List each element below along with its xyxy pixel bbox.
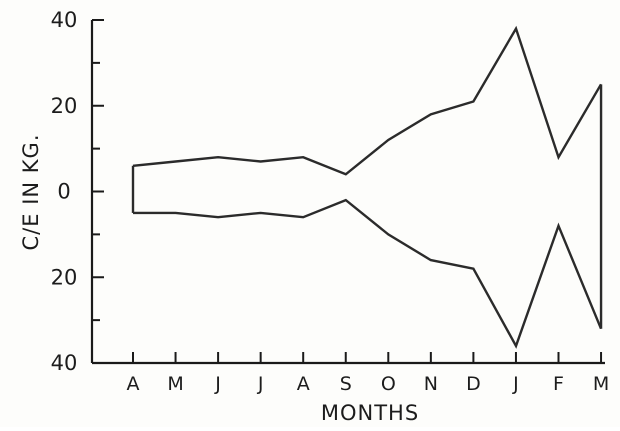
x-tick-label: O xyxy=(381,373,396,395)
x-tick-label: N xyxy=(424,373,438,395)
data-marks xyxy=(131,25,603,349)
x-tick-label: F xyxy=(553,373,564,395)
y-tick-label: 40 xyxy=(51,8,78,32)
x-tick-label: M xyxy=(593,373,609,395)
y-tick-label: 20 xyxy=(51,94,78,118)
y-tick-label: 40 xyxy=(51,351,78,375)
x-tick-label: J xyxy=(214,373,221,395)
x-tick-label: A xyxy=(127,373,140,395)
x-tick-label: J xyxy=(257,373,264,395)
axes: 40 20 0 20 40 A M J J A S O N D J F M xyxy=(51,8,610,395)
x-tick-label: S xyxy=(340,373,352,395)
x-tick-label: D xyxy=(466,373,481,395)
y-axis-title: C/E IN KG. xyxy=(19,134,43,251)
x-axis-title: MONTHS xyxy=(321,401,419,425)
x-tick-label: M xyxy=(167,373,183,395)
x-tick-label: A xyxy=(297,373,310,395)
y-tick-label: 0 xyxy=(57,180,70,204)
upper-series-line xyxy=(132,25,603,176)
y-tick-label: 20 xyxy=(51,265,78,289)
lower-series-line xyxy=(133,198,603,349)
x-tick-label: J xyxy=(512,373,519,395)
